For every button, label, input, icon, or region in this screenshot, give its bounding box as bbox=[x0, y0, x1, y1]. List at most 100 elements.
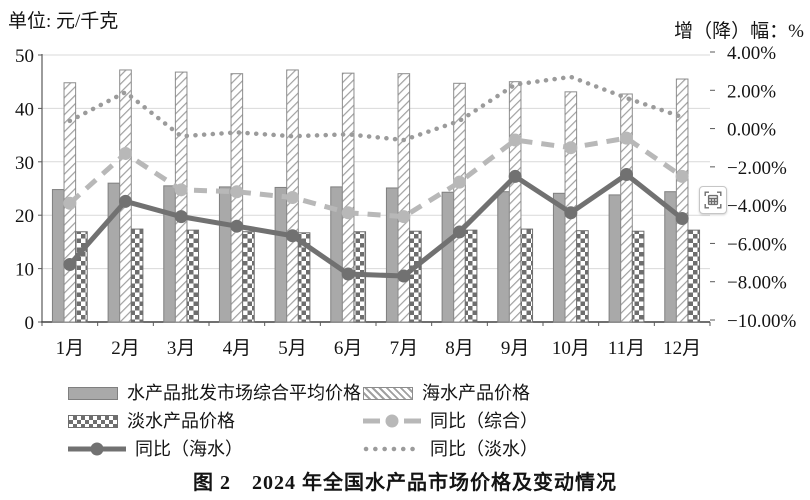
marker bbox=[564, 141, 578, 155]
svg-text:2.00%: 2.00% bbox=[727, 81, 776, 102]
bar bbox=[675, 78, 689, 323]
svg-text:5月: 5月 bbox=[278, 338, 307, 359]
bar bbox=[218, 186, 232, 323]
svg-text:10月: 10月 bbox=[552, 338, 590, 359]
bar bbox=[608, 194, 622, 323]
bar bbox=[75, 231, 88, 323]
marker bbox=[341, 206, 355, 220]
marker bbox=[508, 133, 522, 147]
legend-label: 淡水产品价格 bbox=[127, 411, 235, 431]
svg-text:−4.00%: −4.00% bbox=[727, 196, 787, 217]
bar bbox=[576, 230, 589, 323]
bar bbox=[174, 71, 188, 323]
marker bbox=[675, 169, 689, 183]
bar bbox=[497, 191, 510, 323]
right-axis-labels: 4.00% 2.00% 0.00% −2.00% −4.00% −6.00% −8.00% −… bbox=[710, 43, 796, 332]
svg-text:30: 30 bbox=[15, 153, 34, 174]
marker bbox=[119, 194, 132, 208]
x-axis-labels: 1月 2月 3月 4月 5月 6月 7月 8月 9月 10月 11月 12月 bbox=[56, 338, 702, 359]
bar bbox=[107, 182, 121, 323]
bar bbox=[453, 82, 466, 323]
svg-text:−10.00%: −10.00% bbox=[727, 311, 796, 332]
axes bbox=[41, 54, 711, 326]
marker bbox=[174, 183, 188, 197]
svg-text:−8.00%: −8.00% bbox=[727, 273, 787, 294]
svg-text:−6.00%: −6.00% bbox=[727, 234, 787, 255]
bar bbox=[341, 72, 355, 323]
svg-text:50: 50 bbox=[15, 46, 34, 67]
marker bbox=[286, 190, 299, 204]
bar bbox=[631, 230, 645, 323]
legend-item-yoy-freshwater: 同比（淡水） bbox=[363, 440, 538, 458]
legend-label: 同比（综合） bbox=[430, 411, 538, 431]
line-series-yoy-freshwater bbox=[67, 74, 685, 143]
marker bbox=[63, 196, 77, 210]
bar bbox=[520, 228, 534, 323]
legend-swatch-solid-bar bbox=[68, 386, 118, 400]
svg-text:20: 20 bbox=[15, 206, 34, 227]
legend-item-seawater-price: 海水产品价格 bbox=[363, 384, 530, 402]
marker bbox=[230, 219, 244, 233]
table-capture-button[interactable] bbox=[699, 186, 727, 214]
svg-text:3月: 3月 bbox=[167, 338, 196, 359]
marker bbox=[119, 146, 132, 160]
svg-text:8月: 8月 bbox=[445, 338, 474, 359]
marker bbox=[508, 169, 522, 183]
legend-item-freshwater-price: 淡水产品价格 bbox=[68, 412, 235, 430]
bar bbox=[397, 73, 411, 323]
left-axis-labels: 0 10 20 30 40 50 bbox=[15, 46, 42, 334]
bar bbox=[464, 229, 478, 323]
bar bbox=[297, 232, 311, 323]
svg-text:11月: 11月 bbox=[608, 338, 645, 359]
bar bbox=[163, 185, 176, 323]
svg-text:−2.00%: −2.00% bbox=[727, 158, 787, 179]
bar bbox=[242, 231, 255, 323]
legend-swatch-dashed-line bbox=[363, 414, 421, 428]
svg-text:7月: 7月 bbox=[390, 338, 419, 359]
bar bbox=[441, 191, 455, 323]
svg-text:4月: 4月 bbox=[223, 338, 252, 359]
marker bbox=[675, 212, 689, 226]
legend-label: 海水产品价格 bbox=[422, 383, 530, 403]
bar bbox=[620, 93, 633, 323]
marker bbox=[453, 175, 466, 189]
bar bbox=[51, 189, 65, 323]
marker bbox=[230, 185, 244, 199]
bar bbox=[508, 81, 522, 323]
bar bbox=[409, 230, 422, 323]
bar bbox=[385, 187, 399, 323]
marker bbox=[620, 168, 633, 182]
legend-label: 水产品批发市场综合平均价格 bbox=[127, 383, 361, 403]
legend-swatch-solid-line bbox=[68, 442, 126, 456]
svg-text:4.00%: 4.00% bbox=[727, 43, 776, 64]
combo-chart: 0 10 20 30 40 50 4.00% 2.00% 0.00% −2.00% −4.00% −6… bbox=[15, 43, 796, 359]
svg-text:6月: 6月 bbox=[334, 338, 363, 359]
marker bbox=[341, 267, 355, 281]
marker bbox=[564, 206, 578, 220]
svg-text:1月: 1月 bbox=[56, 338, 85, 359]
bar bbox=[552, 192, 566, 323]
marker bbox=[453, 225, 466, 239]
marker bbox=[397, 269, 411, 283]
bar bbox=[274, 186, 288, 323]
svg-text:0: 0 bbox=[25, 313, 35, 334]
bar-series-comprehensive-avg bbox=[51, 182, 677, 323]
line-series-yoy-seawater bbox=[63, 168, 689, 283]
legend-item-avg-price: 水产品批发市场综合平均价格 bbox=[68, 384, 361, 402]
legend-swatch-dotted-line bbox=[363, 446, 421, 452]
legend-item-yoy-comprehensive: 同比（综合） bbox=[363, 412, 538, 430]
bar bbox=[130, 228, 144, 323]
marker bbox=[620, 131, 633, 145]
legend-label: 同比（海水） bbox=[135, 439, 243, 459]
gridlines bbox=[42, 54, 710, 270]
marker bbox=[63, 257, 77, 271]
right-axis-title: 增（降）幅：% bbox=[674, 21, 804, 42]
marker bbox=[286, 229, 299, 243]
marker bbox=[174, 210, 188, 224]
svg-text:2月: 2月 bbox=[111, 338, 140, 359]
figure-caption: 图 2 2024 年全国水产品市场价格及变动情况 bbox=[193, 472, 617, 494]
bar bbox=[186, 229, 200, 323]
left-axis-title: 单位: 元/千克 bbox=[8, 11, 119, 32]
line-series-yoy-comprehensive bbox=[63, 131, 689, 224]
